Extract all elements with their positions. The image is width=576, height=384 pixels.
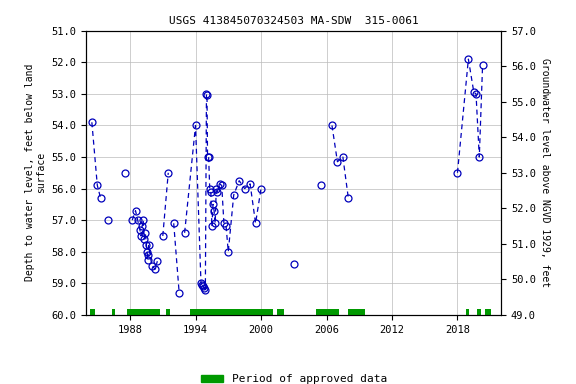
Bar xyxy=(112,310,115,320)
Bar xyxy=(190,310,273,320)
Bar xyxy=(278,310,284,320)
Bar xyxy=(348,310,365,320)
Bar xyxy=(127,310,160,320)
Bar xyxy=(466,310,469,320)
Legend: Period of approved data: Period of approved data xyxy=(196,370,391,384)
Bar xyxy=(90,310,94,320)
Bar xyxy=(166,310,170,320)
Bar xyxy=(485,310,491,320)
Title: USGS 413845070324503 MA-SDW  315-0061: USGS 413845070324503 MA-SDW 315-0061 xyxy=(169,16,419,26)
Y-axis label: Depth to water level, feet below land
surface: Depth to water level, feet below land su… xyxy=(25,64,46,281)
Bar xyxy=(477,310,481,320)
Bar xyxy=(316,310,339,320)
Y-axis label: Groundwater level above NGVD 1929, feet: Groundwater level above NGVD 1929, feet xyxy=(540,58,550,287)
